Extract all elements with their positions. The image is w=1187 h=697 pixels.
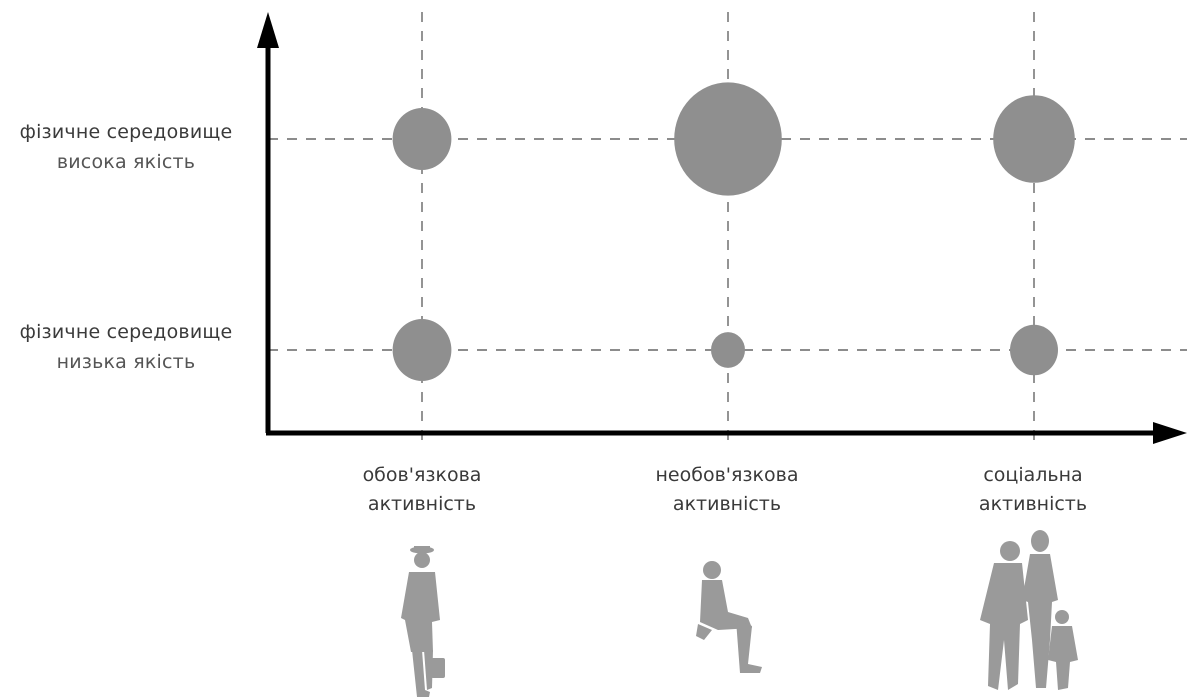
x-label-optional: необов'язкова активність	[617, 461, 837, 519]
x-label-optional-line2: активність	[672, 493, 782, 515]
bubble-point-4	[711, 332, 745, 368]
bubble-point-1	[674, 82, 782, 196]
x-label-mandatory-line2: активність	[367, 493, 477, 515]
x-label-social-line2: активність	[978, 493, 1088, 515]
x-label-mandatory-line1: обов'язкова	[362, 464, 482, 486]
seated-person-icon	[696, 561, 762, 673]
x-label-social: соціальна активність	[923, 461, 1143, 519]
group-of-people-icon	[980, 530, 1078, 690]
y-axis-arrow-icon	[257, 12, 279, 48]
x-label-mandatory: обов'язкова активність	[312, 461, 532, 519]
x-label-optional-line1: необов'язкова	[655, 464, 799, 486]
y-label-low: фізичне середовище низька якість	[6, 317, 246, 377]
y-label-high-line2: висока якість	[56, 151, 196, 173]
y-label-high-line1: фізичне середовище	[19, 121, 233, 143]
walking-businessman-icon	[401, 546, 445, 697]
x-label-social-line1: соціальна	[983, 464, 1083, 486]
y-label-low-line1: фізичне середовище	[19, 321, 233, 343]
figures	[401, 530, 1078, 697]
bubbles	[392, 82, 1075, 381]
bubble-point-5	[1010, 324, 1058, 376]
axes	[257, 12, 1187, 444]
bubble-point-0	[392, 108, 452, 170]
y-label-low-line2: низька якість	[56, 351, 196, 373]
bubble-point-3	[392, 319, 452, 381]
y-label-high: фізичне середовище висока якість	[6, 117, 246, 177]
bubble-point-2	[993, 95, 1075, 183]
x-axis-arrow-icon	[1153, 422, 1187, 444]
